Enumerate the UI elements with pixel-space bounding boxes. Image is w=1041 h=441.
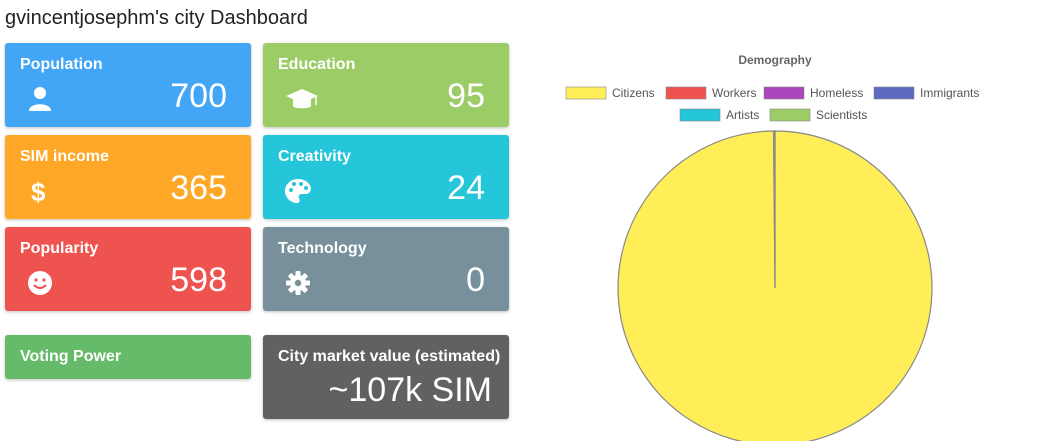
legend-swatch [565,86,607,100]
dollar-icon: $ [25,176,55,207]
popularity-value: 598 [170,261,227,299]
gear-icon [283,268,313,298]
education-label: Education [278,56,356,73]
creativity-label: Creativity [278,148,351,165]
education-card: Education 95 [263,43,509,127]
popularity-label: Popularity [20,240,99,257]
technology-card: Technology 0 [263,227,509,311]
sim-income-value: 365 [170,169,227,207]
legend-swatch [665,86,707,100]
legend-swatch [873,86,915,100]
graduation-cap-icon [285,84,319,114]
legend-label: Homeless [810,86,863,100]
legend-swatch [763,86,805,100]
market-value-amount: ~107k SIM [328,371,492,409]
sim-income-label: SIM income [20,148,109,165]
legend-label: Immigrants [920,86,979,100]
popularity-card: Popularity 598 [5,227,251,311]
legend-label: Citizens [612,86,655,100]
population-card: Population 700 [5,43,251,127]
legend-label: Scientists [816,108,867,122]
voting-power-label: Voting Power [20,348,122,365]
page-title: gvincentjosephm's city Dashboard [5,7,308,29]
market-value-card: City market value (estimated) ~107k SIM [263,335,509,419]
creativity-value: 24 [447,169,485,207]
legend-swatch [769,108,811,122]
market-value-label: City market value (estimated) [278,348,501,365]
pie-slice-scientists [772,130,776,289]
creativity-card: Creativity 24 [263,135,509,219]
legend-swatch [679,108,721,122]
population-value: 700 [170,77,227,115]
legend-label: Artists [726,108,759,122]
sim-income-card: SIM income $ 365 [5,135,251,219]
technology-label: Technology [278,240,367,257]
smile-icon [25,268,55,298]
voting-power-card: Voting Power [5,335,251,379]
technology-value: 0 [466,261,485,299]
legend-label: Workers [712,86,756,100]
population-label: Population [20,56,103,73]
svg-text:$: $ [31,177,46,206]
chart-title: Demography [738,53,812,67]
demography-chart: Demography Citizens Workers Homeless Immigra… [565,53,979,441]
user-icon [25,84,55,114]
palette-icon [283,176,313,206]
education-value: 95 [447,77,485,115]
